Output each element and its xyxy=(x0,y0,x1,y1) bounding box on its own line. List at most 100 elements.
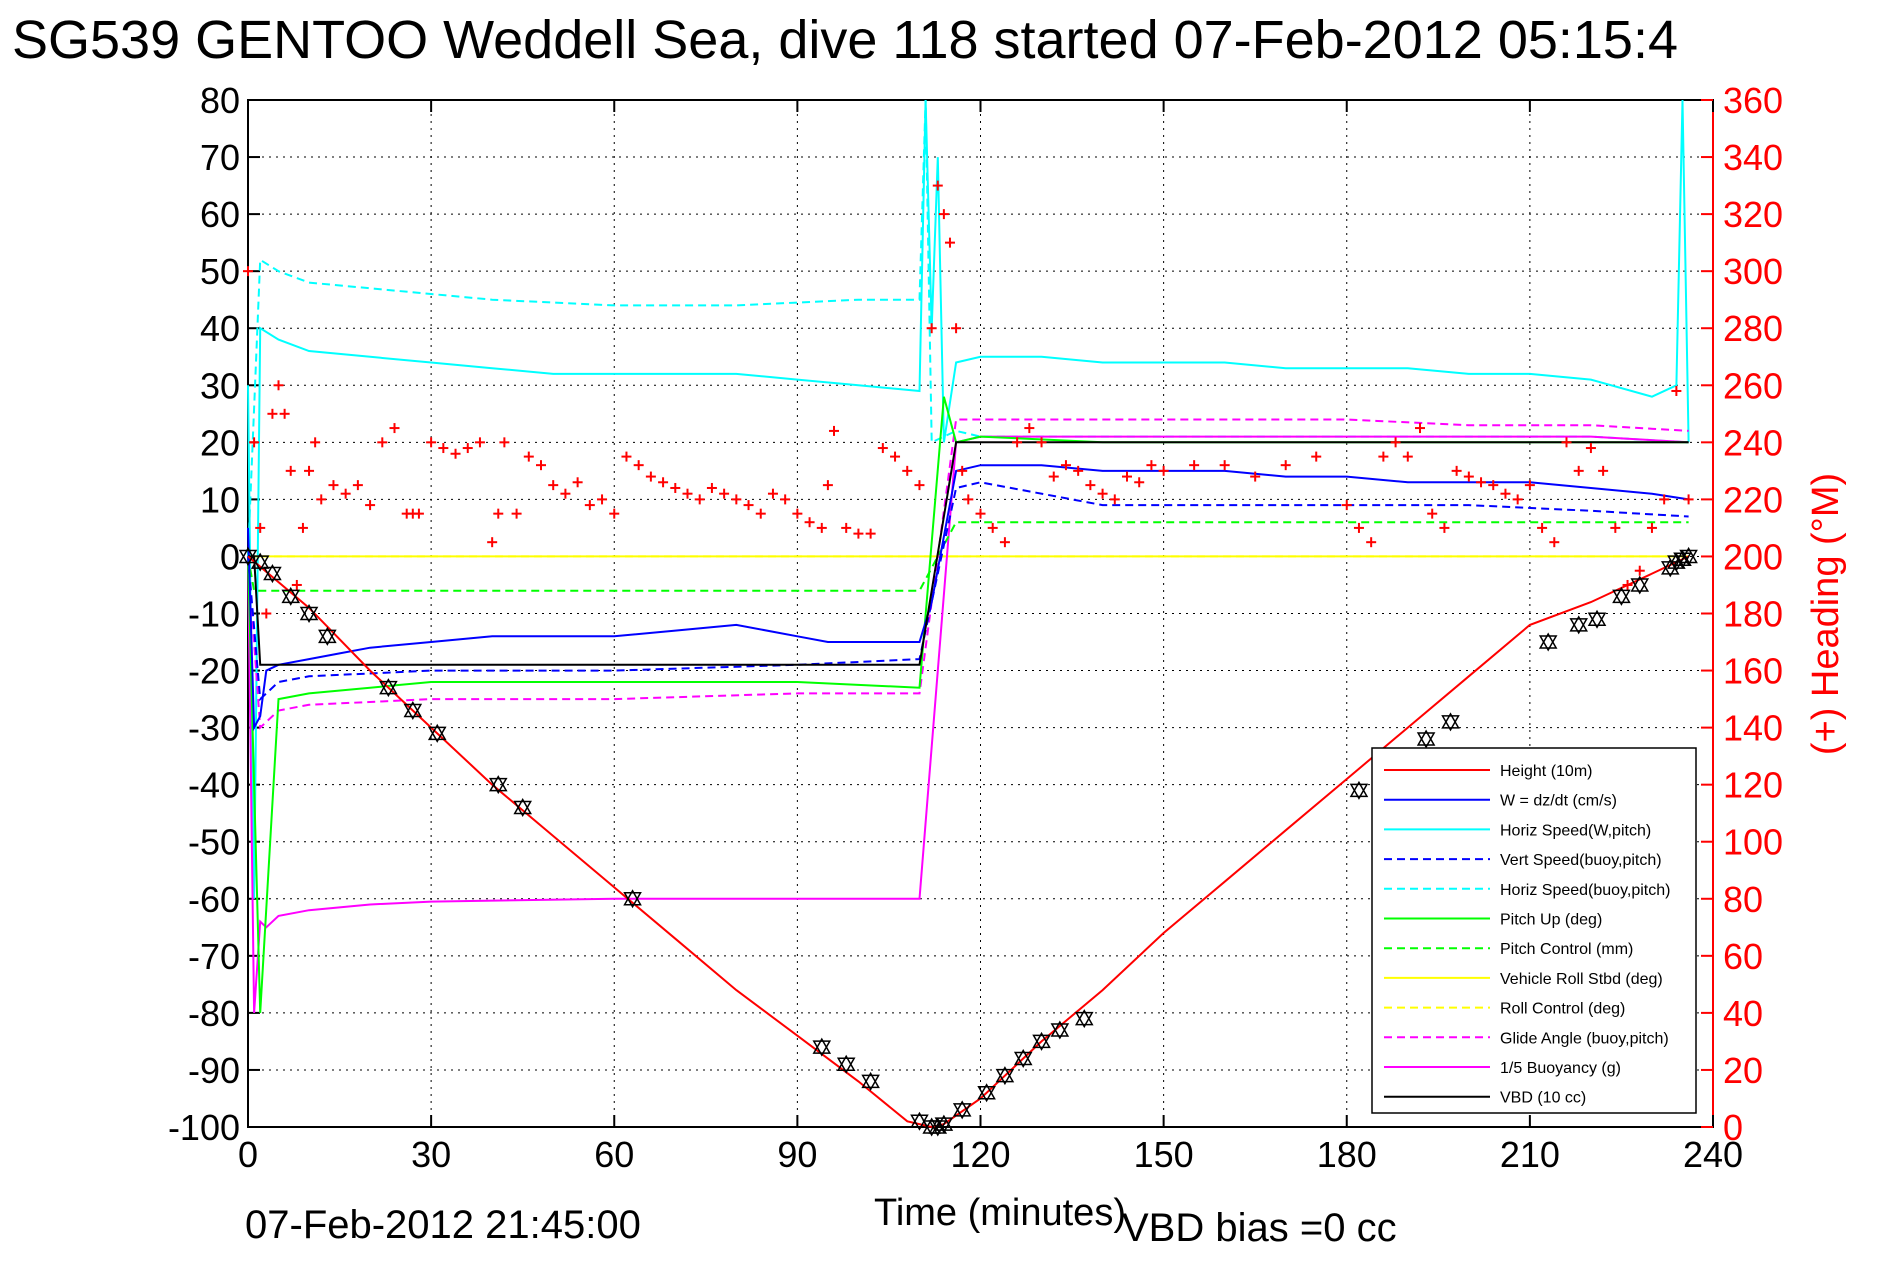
legend-label: Pitch Up (deg) xyxy=(1500,912,1602,929)
x-tick-label: 90 xyxy=(777,1134,817,1175)
y-right-tick-label: 300 xyxy=(1723,251,1783,292)
triangle-marker xyxy=(1630,575,1650,595)
y-left-tick-label: 30 xyxy=(200,365,240,406)
legend: Height (10m) W = dz/dt (cm/s) Horiz Speed(… xyxy=(1371,747,1697,1114)
heading-point xyxy=(755,508,766,519)
y-right-tick-label: 140 xyxy=(1723,708,1783,749)
heading-point xyxy=(926,323,937,334)
y-right-tick-label: 20 xyxy=(1723,1050,1763,1091)
x-tick-label: 120 xyxy=(950,1134,1010,1175)
legend-label: Horiz Speed(buoy,pitch) xyxy=(1500,882,1670,899)
y-left-tick-label: -30 xyxy=(188,708,240,749)
heading-point xyxy=(841,522,852,533)
heading-point xyxy=(1122,471,1132,482)
heading-point xyxy=(792,508,803,519)
y-right-tick-label: 160 xyxy=(1723,651,1783,692)
axis-ticks: 0 30 60 90 120 150 180 210 24080706050403020100-… xyxy=(168,80,1783,1175)
heading-point xyxy=(1390,437,1401,448)
y-right-tick-label: 220 xyxy=(1723,479,1783,520)
legend-label: Vert Speed(buoy,pitch) xyxy=(1500,852,1662,869)
heading-point xyxy=(999,537,1010,548)
heading-point xyxy=(316,494,327,505)
heading-point xyxy=(572,477,583,488)
heading-point xyxy=(1561,437,1572,448)
heading-point xyxy=(975,508,986,519)
heading-point xyxy=(645,471,656,482)
series-layer xyxy=(247,99,1690,1129)
heading-point xyxy=(914,480,925,491)
heading-point xyxy=(523,451,534,462)
heading-point xyxy=(767,488,778,499)
series-pitch-control-mm xyxy=(247,521,1689,592)
heading-point xyxy=(1683,494,1694,505)
heading-point xyxy=(1463,471,1474,482)
heading-point xyxy=(1549,537,1560,548)
heading-point xyxy=(365,500,376,511)
y-left-tick-label: 10 xyxy=(200,479,240,520)
heading-point xyxy=(963,494,974,505)
triangle-marker xyxy=(623,889,642,909)
y-right-tick-label: 0 xyxy=(1723,1107,1743,1148)
heading-point xyxy=(438,443,449,454)
heading-point xyxy=(413,508,424,519)
heading-point xyxy=(297,522,308,533)
y-right-tick-label: 340 xyxy=(1723,137,1783,178)
heading-point xyxy=(1134,477,1145,488)
heading-point xyxy=(285,465,296,476)
x-axis-label: Time (minutes) xyxy=(874,1192,1126,1234)
triangle-marker xyxy=(812,1037,832,1057)
heading-point xyxy=(474,437,485,448)
triangle-marker xyxy=(836,1054,856,1074)
triangle-marker xyxy=(1349,780,1369,800)
y-left-tick-label: 50 xyxy=(200,251,240,292)
legend-label: 1/5 Buoyancy (g) xyxy=(1500,1060,1621,1077)
heading-point xyxy=(255,522,266,533)
heading-point xyxy=(944,237,955,248)
heading-point xyxy=(1353,522,1364,533)
triangle-marker xyxy=(1441,712,1460,732)
heading-point xyxy=(1537,522,1548,533)
y-left-tick-label: -80 xyxy=(188,993,240,1034)
heading-point xyxy=(1524,480,1535,491)
heading-point xyxy=(389,423,400,434)
heading-point xyxy=(1378,451,1389,462)
y-left-tick-label: 70 xyxy=(200,137,240,178)
triangle-marker xyxy=(299,603,319,624)
triangle-marker xyxy=(488,775,508,795)
heading-point xyxy=(1646,522,1657,533)
y-right-tick-label: 120 xyxy=(1723,765,1783,806)
heading-point xyxy=(890,451,901,462)
heading-point xyxy=(951,323,962,334)
x-tick-label: 0 xyxy=(238,1134,258,1175)
heading-point xyxy=(658,477,669,488)
x-tick-label: 210 xyxy=(1500,1134,1560,1175)
heading-point xyxy=(877,443,888,454)
y-right-tick-label: 40 xyxy=(1723,993,1763,1034)
y-left-tick-label: -50 xyxy=(188,822,240,863)
heading-point xyxy=(902,465,913,476)
heading-point xyxy=(853,528,864,539)
heading-point xyxy=(1048,471,1059,482)
triangle-marker xyxy=(1612,586,1631,606)
y-right-tick-label: 240 xyxy=(1723,422,1783,463)
heading-point xyxy=(487,537,498,548)
series-vert-speed-buoy-pitch xyxy=(247,481,1689,702)
legend-label: Height (10m) xyxy=(1500,763,1592,780)
heading-point xyxy=(352,480,363,491)
y-right-tick-label: 280 xyxy=(1723,308,1783,349)
heading-point xyxy=(1085,480,1096,491)
heading-point xyxy=(273,380,284,391)
heading-point xyxy=(822,480,833,491)
footer-vbd-bias: VBD bias =0 cc xyxy=(1122,1206,1397,1250)
heading-point xyxy=(1146,460,1157,471)
triangle-marker xyxy=(263,564,282,584)
legend-label: Pitch Control (mm) xyxy=(1500,941,1633,958)
triangle-marker xyxy=(952,1100,972,1120)
triangle-marker xyxy=(934,1114,954,1134)
heading-point xyxy=(816,522,827,533)
heading-point xyxy=(1451,465,1462,476)
heading-point xyxy=(780,494,791,505)
heading-point xyxy=(499,437,510,448)
heading-point xyxy=(1219,460,1230,471)
